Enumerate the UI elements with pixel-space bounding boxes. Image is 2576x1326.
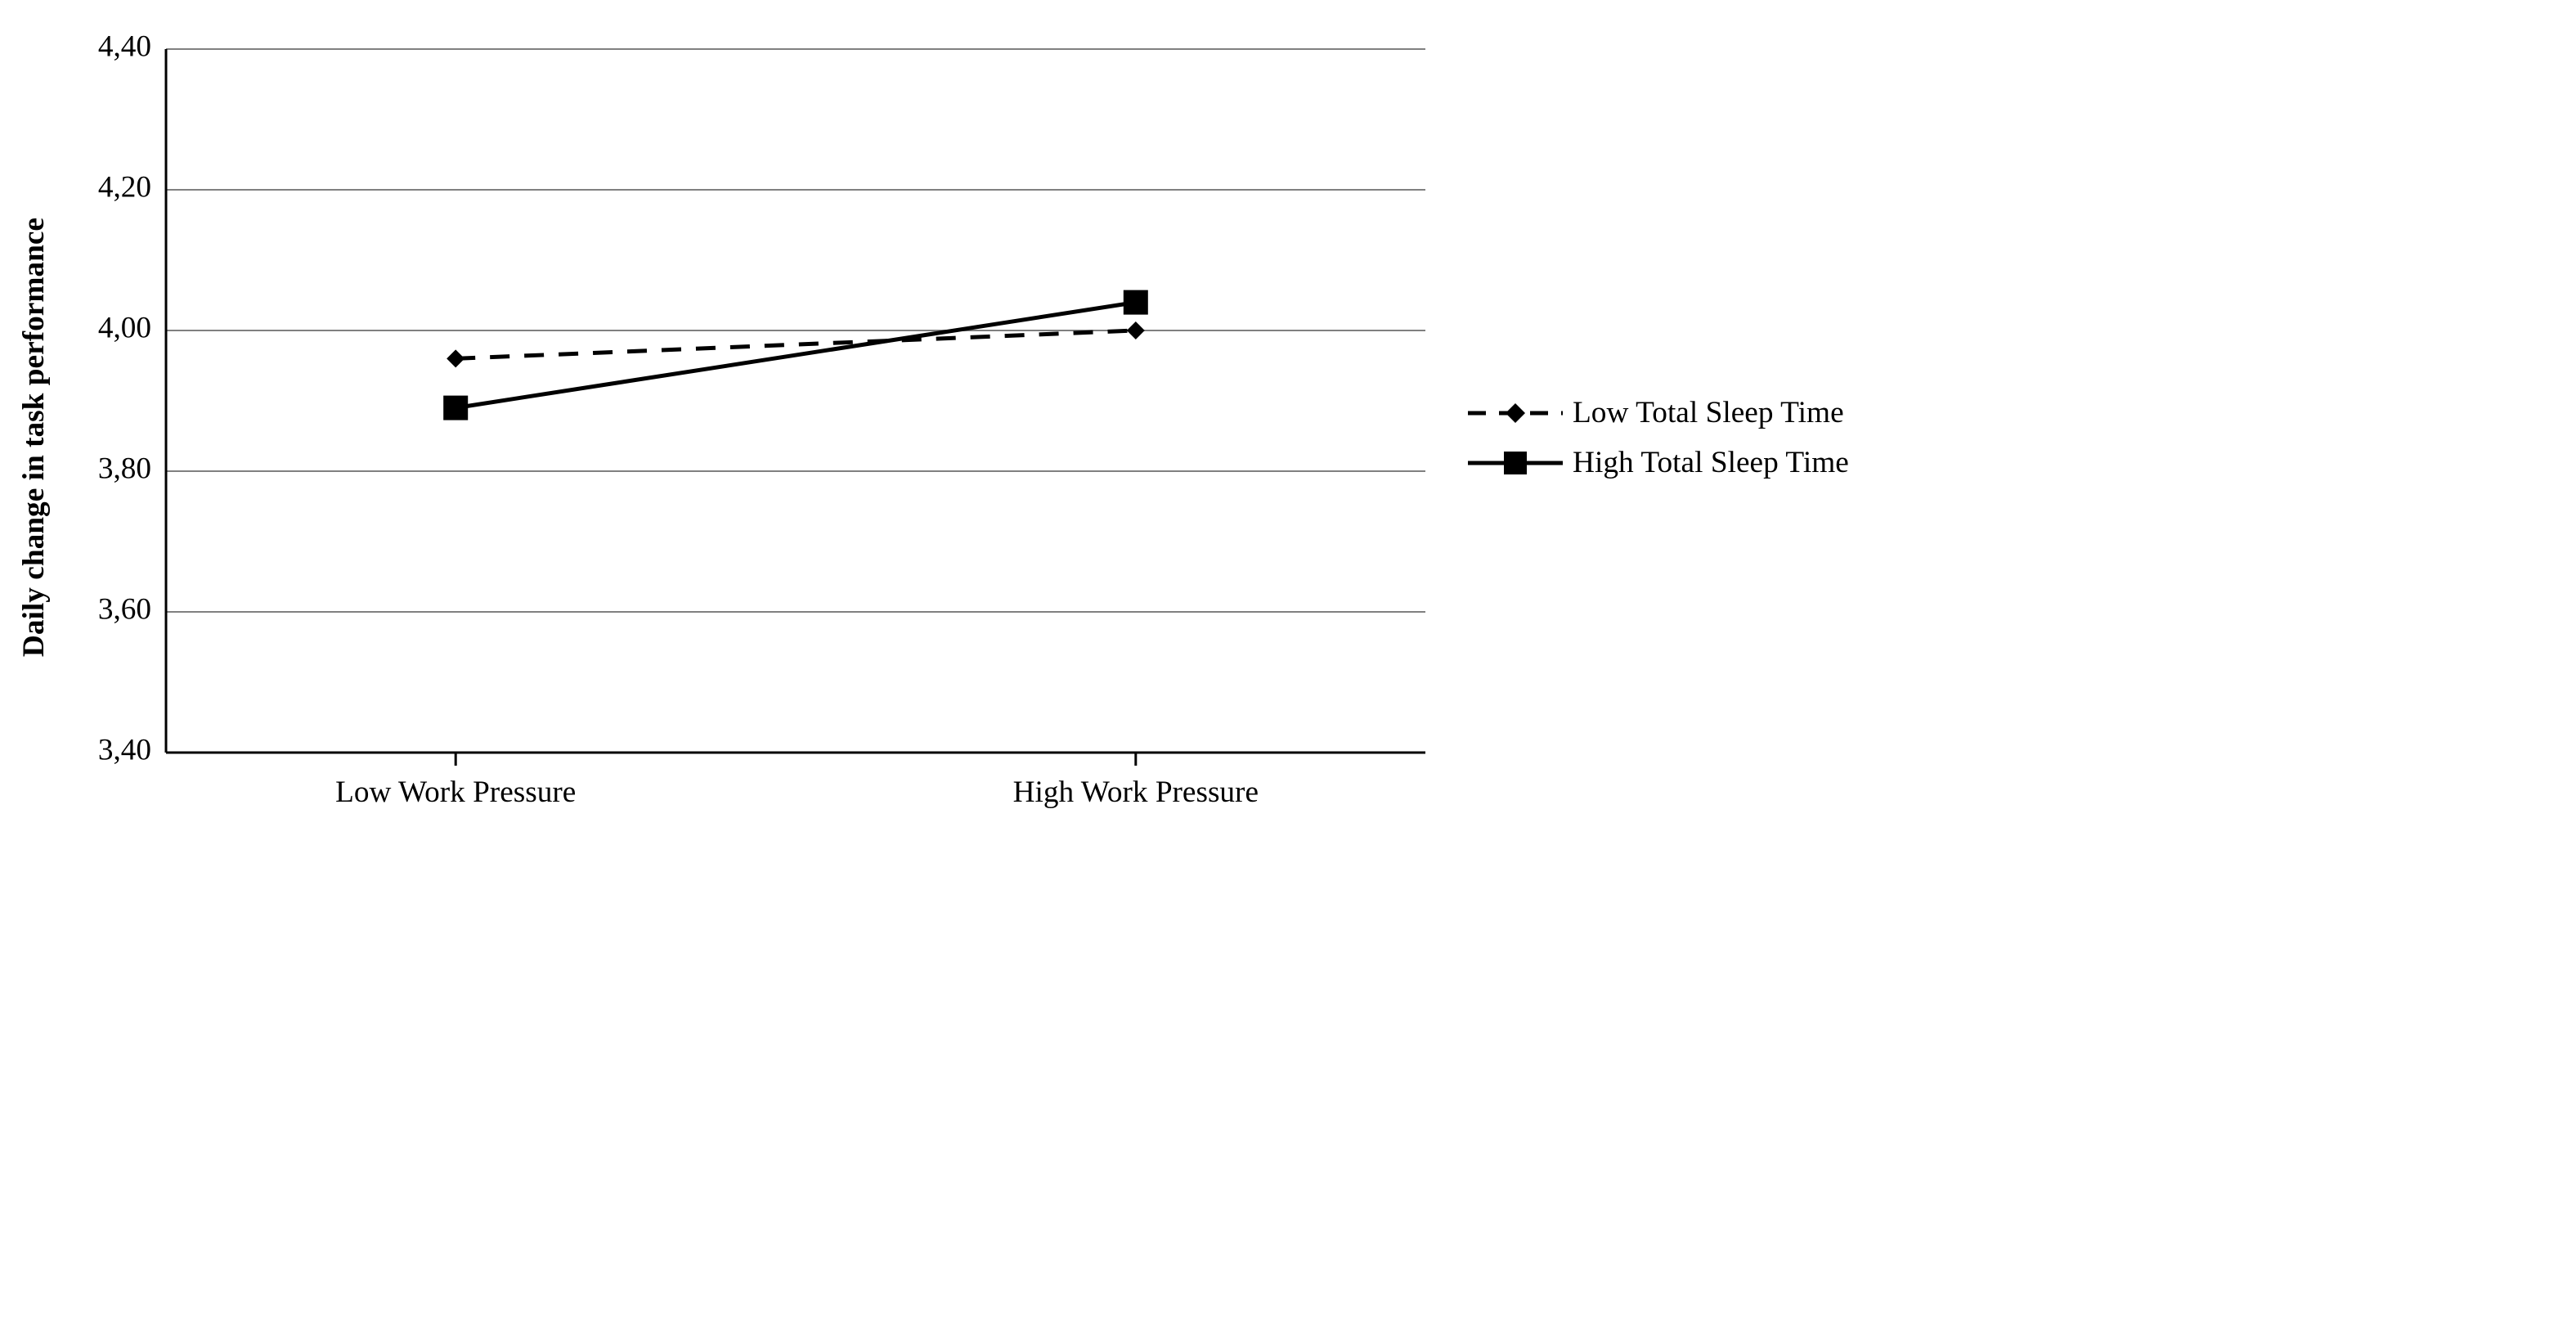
line-chart: 3,40 3,60 3,80 4,00 4,20 4,40 Low Work Pressur… [52,33,1442,843]
y-tick-label: 4,40 [98,33,151,64]
y-tick-label: 3,60 [98,593,151,627]
x-tick-label: High Work Pressure [1013,775,1259,809]
diamond-marker-icon [447,349,464,367]
y-axis-label: Daily change in task performance [16,218,52,657]
legend-item: Low Total Sleep Time [1466,395,1849,430]
x-tick-label: Low Work Pressure [335,775,576,809]
chart-legend: Low Total Sleep Time High Total Sleep Tim… [1466,395,1849,480]
chart-column: Daily change in task performance 3,40 3,6… [16,33,1442,843]
y-tick-label: 4,00 [98,312,151,345]
legend-item: High Total Sleep Time [1466,445,1849,480]
legend-label: Low Total Sleep Time [1573,395,1844,430]
legend-label: High Total Sleep Time [1573,445,1849,480]
y-tick-label: 4,20 [98,171,151,205]
y-tick-label: 3,40 [98,734,151,767]
chart-container: Daily change in task performance 3,40 3,6… [0,0,2576,875]
legend-swatch [1466,447,1564,479]
series-line [456,303,1136,408]
diamond-marker-icon [1127,321,1145,339]
square-marker-icon [1124,290,1148,315]
y-tick-label: 3,80 [98,452,151,486]
square-marker-icon [443,396,468,420]
legend-swatch [1466,397,1564,429]
